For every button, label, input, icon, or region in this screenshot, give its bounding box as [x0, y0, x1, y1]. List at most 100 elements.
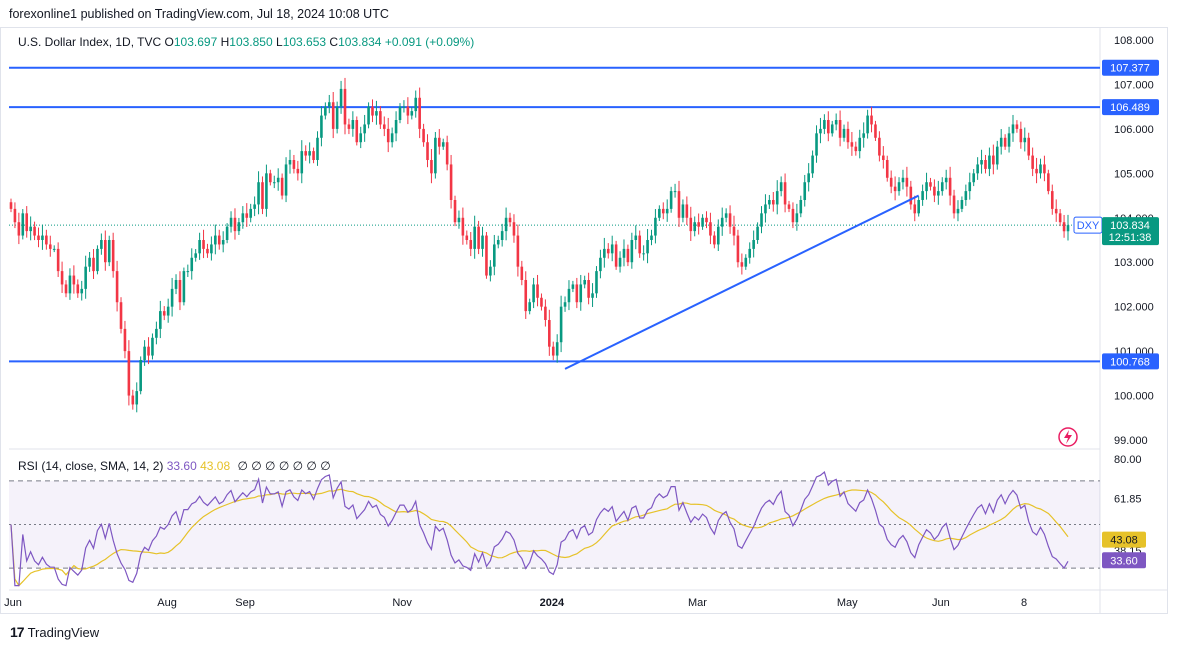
- candle-down: [147, 346, 150, 356]
- candle-down: [13, 208, 17, 223]
- candle-up: [414, 97, 418, 112]
- candle-down: [948, 177, 952, 196]
- candle-up: [764, 204, 767, 214]
- candle-down: [430, 160, 433, 174]
- open-value: 103.697: [173, 35, 218, 49]
- candle-up: [673, 191, 677, 193]
- candle-down: [1043, 164, 1046, 174]
- candle-up: [107, 240, 111, 263]
- candle-down: [913, 204, 917, 214]
- candle-up: [858, 137, 862, 152]
- candle-up: [84, 266, 87, 289]
- candle-down: [1003, 137, 1007, 147]
- candle-up: [579, 284, 583, 303]
- candle-up: [775, 191, 779, 205]
- candle-down: [1015, 124, 1019, 129]
- candle-down: [952, 195, 956, 214]
- candle-down: [882, 155, 885, 160]
- candle-up: [135, 391, 139, 405]
- candle-down: [893, 186, 897, 192]
- candle-down: [119, 302, 123, 329]
- level-price-label: 100.768: [1110, 356, 1150, 368]
- candle-down: [379, 111, 382, 125]
- candle-up: [760, 213, 763, 227]
- price-tick-label: 100.000: [1114, 391, 1154, 403]
- candle-up: [68, 275, 72, 294]
- candle-up: [276, 177, 280, 183]
- candle-up: [96, 248, 99, 272]
- candle-down: [92, 257, 95, 272]
- candle-up: [815, 133, 818, 156]
- candle-up: [634, 235, 638, 240]
- rsi-value: 33.60: [166, 459, 197, 473]
- candle-up: [799, 200, 803, 214]
- candle-up: [441, 142, 445, 147]
- candle-down: [382, 124, 386, 129]
- candle-up: [811, 155, 814, 174]
- candle-up: [284, 164, 288, 196]
- rsi-tick-label: 80.00: [1114, 454, 1142, 466]
- candle-up: [830, 124, 834, 134]
- candle-up: [151, 337, 154, 356]
- candle-up: [272, 182, 276, 184]
- candle-up: [665, 208, 669, 214]
- candle-down: [846, 128, 850, 143]
- candle-up: [940, 182, 944, 192]
- candle-up: [603, 248, 606, 258]
- candle-down: [1027, 137, 1031, 156]
- candle-up: [819, 128, 822, 134]
- candle-up: [80, 288, 84, 294]
- candle-up: [324, 106, 327, 116]
- tradingview-logo-icon: 17: [10, 624, 25, 640]
- candle-down: [217, 235, 221, 245]
- close-value: 103.834: [338, 35, 382, 49]
- candle-down: [783, 182, 787, 205]
- time-tick-label: 8: [1021, 597, 1027, 609]
- candle-up: [300, 151, 304, 174]
- candle-down: [697, 222, 700, 227]
- candle-down: [465, 235, 469, 240]
- candle-down: [909, 186, 913, 205]
- candle-up: [567, 288, 571, 303]
- candle-down: [269, 173, 272, 183]
- candle-up: [901, 177, 905, 183]
- candle-up: [803, 182, 807, 200]
- candle-up: [964, 191, 968, 200]
- candle-down: [548, 320, 551, 347]
- candle-up: [630, 240, 634, 263]
- candle-up: [221, 240, 225, 245]
- candle-down: [516, 235, 520, 267]
- candle-down: [1019, 128, 1023, 143]
- rsi-title: RSI (14, close, SMA, 14, 2): [18, 459, 164, 473]
- candle-down: [127, 351, 131, 396]
- candle-down: [72, 275, 76, 285]
- candle-down: [48, 244, 52, 249]
- candle-up: [559, 306, 563, 343]
- candle-up: [842, 128, 846, 138]
- candle-down: [111, 240, 115, 272]
- candle-up: [650, 235, 653, 240]
- candle-up: [724, 213, 728, 218]
- price-tick-label: 106.000: [1114, 124, 1154, 136]
- candle-down: [520, 266, 524, 280]
- last-price-label: 103.834: [1110, 220, 1150, 232]
- low-label: L: [276, 35, 283, 49]
- candle-down: [312, 151, 315, 160]
- candle-up: [481, 235, 484, 249]
- candle-up: [701, 217, 704, 227]
- candle-up: [1039, 164, 1042, 174]
- rsi-sma-tag-label: 43.08: [1110, 535, 1138, 547]
- candle-down: [874, 124, 877, 138]
- candle-down: [422, 128, 425, 143]
- candle-up: [720, 217, 724, 227]
- candle-up: [41, 235, 44, 240]
- level-price-tag: [1102, 59, 1159, 76]
- candle-up: [968, 182, 972, 192]
- tradingview-brand: TradingView: [27, 624, 100, 640]
- candle-down: [614, 244, 618, 267]
- time-tick-label: Mar: [688, 597, 707, 609]
- candle-down: [885, 160, 889, 178]
- candle-down: [575, 284, 579, 303]
- chart-frame: [0, 27, 1168, 614]
